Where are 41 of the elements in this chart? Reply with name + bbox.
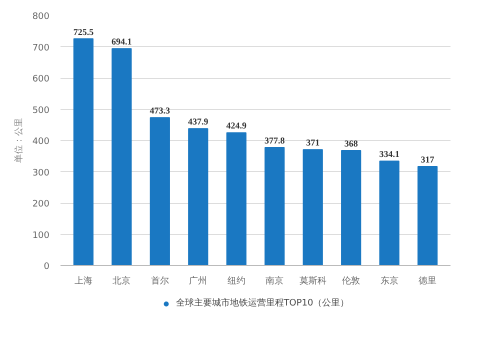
x-tick-label: 莫斯科 — [299, 276, 326, 286]
y-tick-label: 100 — [32, 230, 50, 241]
bar — [150, 117, 170, 266]
y-tick-label: 800 — [32, 12, 50, 22]
bar — [226, 132, 246, 266]
data-label: 377.8 — [264, 135, 286, 146]
x-tick-label: 广州 — [189, 276, 208, 286]
data-label: 371 — [306, 138, 320, 148]
data-label: 368 — [344, 138, 358, 148]
x-tick-label: 德里 — [418, 276, 437, 286]
bar — [418, 166, 438, 266]
data-label: 424.9 — [226, 120, 248, 131]
bar — [73, 38, 94, 266]
x-tick-label: 北京 — [112, 276, 131, 286]
y-tick-label: 200 — [32, 200, 50, 210]
bar — [379, 160, 400, 266]
x-tick-label: 南京 — [266, 276, 284, 286]
y-tick-label: 400 — [32, 137, 50, 147]
y-tick-label: 500 — [32, 106, 50, 116]
data-label: 317 — [420, 154, 435, 164]
data-label: 437.9 — [188, 116, 209, 127]
bar — [302, 149, 323, 266]
legend-label: 全球主要城市地铁运营里程TOP10（公里） — [176, 297, 350, 310]
bar — [341, 150, 362, 266]
data-label: 694.1 — [112, 36, 132, 47]
y-tick-label: 0 — [44, 262, 50, 272]
bar — [112, 48, 132, 266]
data-label: 334.1 — [379, 149, 400, 160]
x-tick-label: 纽约 — [227, 276, 246, 286]
y-tick-label: 600 — [32, 74, 50, 84]
x-tick-label: 首尔 — [150, 276, 169, 286]
bar — [264, 146, 285, 266]
x-tick-label: 伦敦 — [342, 276, 360, 286]
x-tick-label: 东京 — [380, 276, 398, 286]
y-axis-title: 单位：公里 — [13, 118, 24, 163]
y-tick-label: 300 — [32, 168, 50, 178]
bar — [188, 128, 208, 266]
data-label: 725.5 — [73, 26, 94, 37]
x-tick-label: 上海 — [74, 276, 92, 286]
y-tick-label: 700 — [32, 43, 50, 54]
data-label: 473.3 — [150, 106, 171, 116]
